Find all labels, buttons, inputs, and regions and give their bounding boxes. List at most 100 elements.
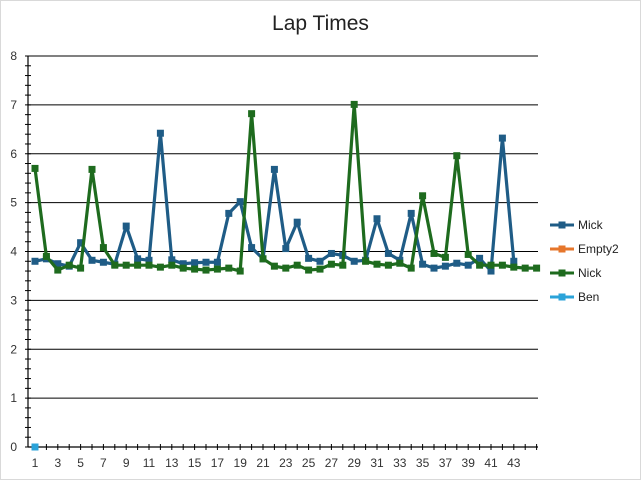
data-point <box>168 256 176 264</box>
y-tick-label: 7 <box>10 98 17 112</box>
series-nick <box>31 100 541 275</box>
data-point <box>464 250 472 258</box>
data-point <box>31 443 39 451</box>
chart-title: Lap Times <box>272 12 369 35</box>
x-tick-label: 7 <box>100 456 107 470</box>
data-point <box>498 261 506 269</box>
data-point <box>202 258 210 266</box>
gridlines <box>28 55 538 399</box>
data-point <box>77 264 85 272</box>
data-point <box>453 152 461 160</box>
data-point <box>339 261 347 269</box>
data-point <box>373 260 381 268</box>
data-point <box>168 261 176 269</box>
data-point <box>145 256 153 264</box>
legend-label: Empty2 <box>578 242 619 256</box>
data-point <box>419 192 427 200</box>
data-point <box>441 262 449 270</box>
data-point <box>225 209 233 217</box>
data-point <box>88 256 96 264</box>
x-tick-label: 11 <box>143 456 156 470</box>
x-tick-label: 17 <box>211 456 225 470</box>
data-point <box>225 264 233 272</box>
x-tick-label: 39 <box>462 456 476 470</box>
data-point <box>179 260 187 268</box>
data-point <box>430 249 438 257</box>
data-point <box>453 259 461 267</box>
x-tick-label: 27 <box>325 456 339 470</box>
data-point <box>510 263 518 271</box>
data-point <box>316 257 324 265</box>
x-tick-label: 13 <box>165 456 179 470</box>
x-tick-label: 5 <box>77 456 84 470</box>
data-point <box>270 165 278 173</box>
legend-item-empty2: Empty2 <box>550 242 619 256</box>
data-point <box>213 258 221 266</box>
data-point <box>270 262 278 270</box>
x-tick-label: 21 <box>256 456 270 470</box>
data-point <box>487 267 495 275</box>
data-point <box>384 249 392 257</box>
data-point <box>464 261 472 269</box>
data-point <box>407 264 415 272</box>
data-point <box>430 264 438 272</box>
data-point <box>373 215 381 223</box>
data-point <box>305 254 313 262</box>
x-tick-label: 33 <box>393 456 407 470</box>
data-point <box>42 252 50 260</box>
data-point <box>419 260 427 268</box>
data-point <box>327 249 335 257</box>
data-point <box>122 261 130 269</box>
data-point <box>236 267 244 275</box>
y-tick-label: 4 <box>10 245 17 259</box>
data-point <box>282 245 290 253</box>
data-point <box>282 264 290 272</box>
x-tick-label: 37 <box>439 456 453 470</box>
data-point <box>396 259 404 267</box>
y-tick-label: 0 <box>10 440 17 454</box>
data-point <box>179 264 187 272</box>
data-point <box>350 257 358 265</box>
x-tick-label: 1 <box>32 456 39 470</box>
data-point <box>316 265 324 273</box>
data-point <box>191 259 199 267</box>
legend-item-mick: Mick <box>550 218 604 232</box>
data-point <box>134 255 142 263</box>
data-point <box>111 261 119 269</box>
data-point <box>259 255 267 263</box>
data-point <box>145 261 153 269</box>
data-point <box>213 265 221 273</box>
legend-swatch-marker <box>558 245 566 253</box>
legend-item-nick: Nick <box>550 266 602 280</box>
data-point <box>65 261 73 269</box>
x-tick-label: 19 <box>234 456 248 470</box>
y-tick-label: 1 <box>10 391 17 405</box>
series-ben <box>31 443 39 451</box>
data-point <box>77 239 85 247</box>
legend-swatch-marker <box>558 221 566 229</box>
legend-label: Mick <box>578 218 604 232</box>
data-point <box>122 222 130 230</box>
y-tick-label: 2 <box>10 342 17 356</box>
legend-item-ben: Ben <box>550 290 599 304</box>
y-tick-label: 5 <box>10 196 17 210</box>
x-tick-label: 41 <box>484 456 498 470</box>
x-tick-label: 25 <box>302 456 316 470</box>
x-tick-label: 29 <box>348 456 362 470</box>
legend-swatch-marker <box>558 293 566 301</box>
data-point <box>134 261 142 269</box>
data-point <box>476 254 484 262</box>
x-tick-label: 31 <box>370 456 384 470</box>
data-point <box>236 198 244 206</box>
data-point <box>31 164 39 172</box>
data-point <box>156 129 164 137</box>
data-point <box>248 244 256 252</box>
x-tick-label: 3 <box>54 456 61 470</box>
series-lines <box>31 100 541 451</box>
data-point <box>384 261 392 269</box>
x-tick-label: 15 <box>188 456 202 470</box>
data-point <box>156 263 164 271</box>
